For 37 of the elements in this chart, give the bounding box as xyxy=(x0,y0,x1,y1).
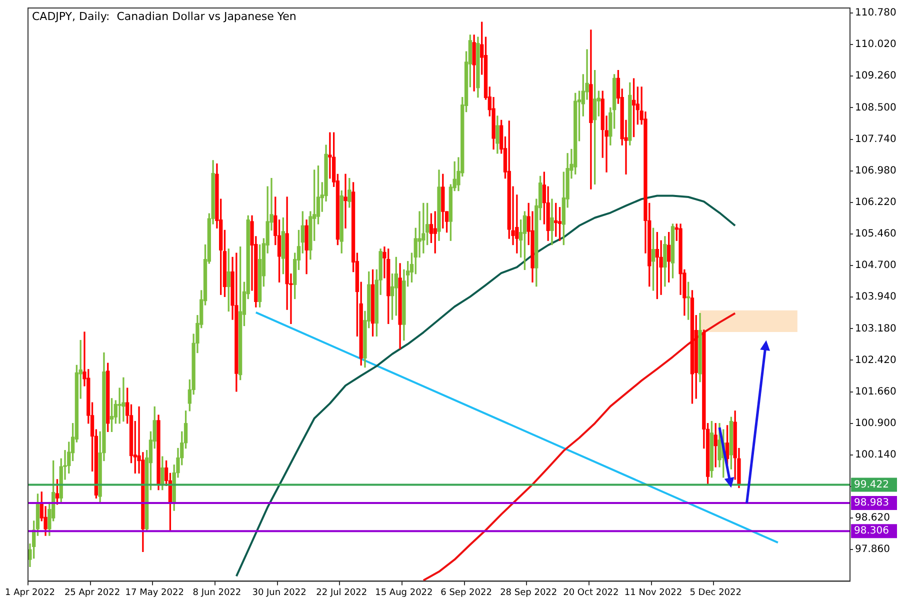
x-tick-label: 1 Apr 2022 xyxy=(4,588,55,598)
candlestick xyxy=(589,30,593,190)
y-tick-label: 98.620 xyxy=(855,512,890,524)
y-tick-label: 103.180 xyxy=(855,323,896,334)
y-tick-label: 108.500 xyxy=(855,102,896,114)
candlestick xyxy=(122,377,126,422)
y-tick-label: 100.900 xyxy=(855,418,896,429)
x-tick-label: 6 Sep 2022 xyxy=(440,588,492,598)
ref-line-label: 99.422 xyxy=(854,479,889,490)
y-tick-label: 100.140 xyxy=(855,450,896,461)
x-tick-label: 17 May 2022 xyxy=(125,588,184,598)
y-tick-label: 104.700 xyxy=(855,260,896,272)
ref-line-label: 98.306 xyxy=(854,526,889,537)
x-tick-label: 8 Jun 2022 xyxy=(192,588,242,598)
y-tick-label: 110.020 xyxy=(855,39,896,50)
x-tick-label: 20 Oct 2022 xyxy=(563,588,619,598)
x-tick-label: 11 Nov 2022 xyxy=(624,588,682,598)
y-tick-label: 102.420 xyxy=(855,354,896,366)
y-tick-label: 103.940 xyxy=(855,292,896,303)
x-tick-label: 28 Sep 2022 xyxy=(500,588,558,598)
x-tick-label: 25 Apr 2022 xyxy=(64,588,120,598)
y-tick-label: 109.260 xyxy=(855,70,896,82)
y-tick-label: 105.460 xyxy=(855,228,896,240)
y-tick-label: 97.860 xyxy=(855,544,890,556)
candlestick xyxy=(118,388,122,424)
x-tick-label: 22 Jul 2022 xyxy=(316,588,368,598)
x-tick-label: 30 Jun 2022 xyxy=(252,588,306,598)
x-tick-label: 15 Aug 2022 xyxy=(375,588,433,598)
ref-line-label: 98.983 xyxy=(854,498,889,509)
chart-title: CADJPY, Daily: Canadian Dollar vs Japanese Yen xyxy=(32,10,296,23)
y-tick-label: 101.660 xyxy=(855,386,896,398)
x-tick-label: 5 Dec 2022 xyxy=(690,588,742,598)
y-tick-label: 110.780 xyxy=(855,8,896,19)
candlestick xyxy=(344,174,348,228)
y-tick-label: 106.980 xyxy=(855,165,896,176)
y-tick-label: 106.220 xyxy=(855,196,896,208)
y-tick-label: 107.740 xyxy=(855,134,896,145)
